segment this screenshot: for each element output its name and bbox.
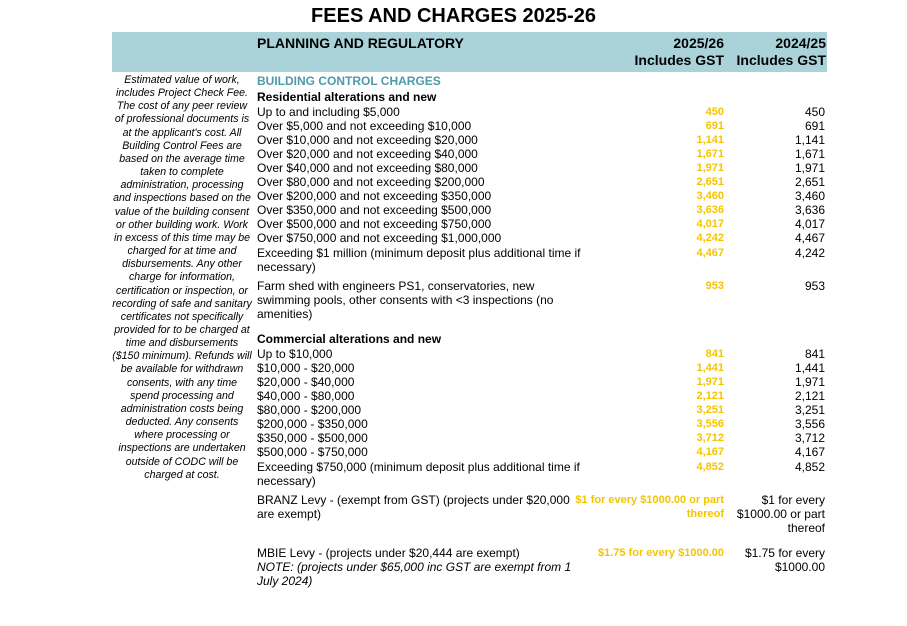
mbie-levy-2024: $1.75 for every $1000.00	[744, 546, 825, 574]
column-header-2024: 2024/25 Includes GST	[736, 35, 826, 68]
mbie-levy-note: NOTE: (projects under $65,000 inc GST ar…	[257, 560, 572, 588]
fee-notes: Estimated value of work, includes Projec…	[112, 74, 252, 481]
page-title: FEES AND CHARGES 2025-26	[311, 5, 596, 27]
residential-heading: Residential alterations and new	[257, 90, 437, 104]
section-title: PLANNING AND REGULATORY	[257, 35, 464, 51]
mbie-levy-2025: $1.75 for every $1000.00	[598, 547, 724, 559]
mbie-levy-label: MBIE Levy - (projects under $20,444 are …	[257, 546, 520, 560]
column-header-2025: 2025/26 Includes GST	[634, 35, 724, 68]
commercial-heading: Commercial alterations and new	[257, 332, 442, 346]
header-band	[112, 32, 827, 72]
building-control-heading: BUILDING CONTROL CHARGES	[257, 74, 441, 88]
